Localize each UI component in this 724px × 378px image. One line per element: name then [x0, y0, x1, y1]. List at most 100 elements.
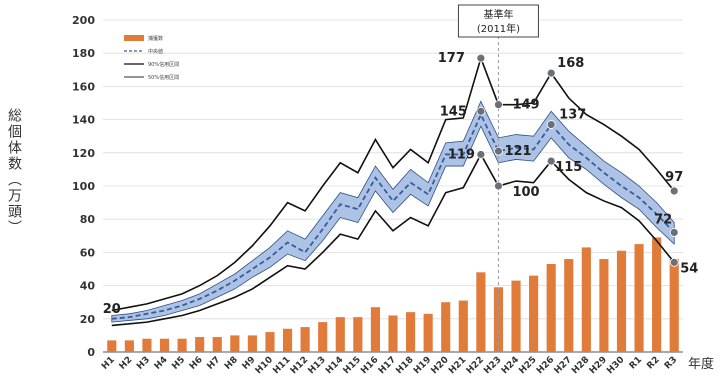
legend-label: 50%信用区間: [148, 74, 179, 81]
annotation-label: 121: [504, 144, 531, 159]
x-tick-label: H2: [118, 355, 135, 372]
y-tick-label: 100: [72, 180, 95, 193]
annotation-marker: [494, 146, 503, 156]
x-tick-label: H18: [394, 355, 415, 376]
x-tick-label: H8: [223, 355, 240, 372]
bar: [564, 259, 574, 352]
bar: [423, 313, 433, 352]
annotation-label: 72: [654, 212, 672, 227]
x-tick-label: H28: [570, 355, 591, 376]
bar: [511, 280, 521, 352]
bar: [335, 317, 345, 352]
x-tick-label: H29: [588, 355, 609, 376]
x-tick-label: H11: [271, 355, 292, 376]
y-tick-label: 80: [80, 213, 96, 226]
x-tick-label: R1: [628, 355, 644, 371]
annotation-label: 145: [440, 104, 467, 119]
bar: [212, 337, 222, 352]
annotation-label: 177: [438, 51, 465, 66]
ci90-upper-line: [111, 55, 675, 312]
bar: [107, 340, 117, 352]
bar: [652, 237, 662, 352]
x-axis-label: 年度: [688, 357, 715, 372]
annotation-label: 54: [680, 261, 698, 276]
x-tick-label: H21: [447, 355, 468, 376]
y-tick-label: 60: [80, 246, 96, 259]
reference-label-line1: 基準年: [483, 8, 513, 21]
bar: [476, 272, 486, 352]
x-tick-label: H15: [342, 355, 363, 376]
bar: [142, 338, 152, 352]
x-tick-label: H23: [482, 355, 503, 376]
reference-box: [457, 4, 539, 38]
legend-label: 捕獲数: [148, 35, 163, 42]
x-tick-label: H19: [412, 355, 433, 376]
x-tick-label: H13: [307, 355, 328, 376]
y-tick-label: 180: [72, 47, 95, 60]
annotation-marker: [494, 100, 503, 110]
bar: [247, 335, 257, 352]
bar: [300, 327, 310, 352]
bar: [581, 247, 591, 352]
bar: [406, 312, 416, 352]
x-tick-label: H4: [153, 355, 170, 372]
annotation-marker: [494, 181, 503, 191]
bar: [353, 317, 363, 352]
bar: [230, 335, 240, 352]
y-tick-label: 20: [80, 313, 96, 326]
bar: [669, 259, 679, 352]
ci50-band: [111, 100, 675, 323]
y-axis-label: 総個体数（万頭）: [6, 108, 22, 236]
y-tick-label: 140: [72, 114, 95, 127]
x-tick-label: H6: [188, 355, 205, 372]
bar: [177, 338, 187, 352]
y-tick-label: 120: [72, 147, 95, 160]
annotation-marker: [476, 53, 486, 63]
annotation-marker: [669, 228, 679, 237]
annotation-label: 119: [448, 147, 475, 162]
bar: [370, 307, 380, 352]
x-tick-label: R2: [645, 355, 661, 371]
x-tick-label: H20: [430, 355, 451, 376]
x-tick-label: R3: [663, 355, 679, 371]
annotation-marker: [669, 186, 679, 196]
annotation-marker: [546, 120, 556, 129]
x-tick-label: H24: [500, 355, 521, 376]
x-tick-label: H16: [359, 355, 380, 376]
bar: [388, 315, 398, 352]
annotation-marker: [546, 156, 556, 166]
bar: [318, 322, 328, 352]
reference-label-line2: (2011年): [477, 22, 520, 35]
annotation-marker: [476, 106, 486, 116]
legend-swatch: [124, 35, 144, 41]
x-tick-label: H10: [254, 355, 275, 376]
bar: [634, 244, 644, 352]
bar: [546, 264, 556, 352]
y-tick-label: 40: [80, 280, 96, 293]
bar: [195, 337, 205, 352]
bar: [529, 275, 539, 352]
x-tick-label: H30: [605, 355, 626, 376]
annotation-label: 137: [559, 108, 586, 123]
x-tick-label: H7: [206, 355, 223, 372]
x-tick-label: H12: [289, 355, 310, 376]
bar: [265, 332, 275, 352]
x-tick-label: H25: [517, 355, 538, 376]
median-line: [111, 112, 675, 320]
annotation-label: 97: [665, 170, 683, 185]
annotation-label: 20: [103, 302, 121, 317]
x-tick-label: H27: [553, 355, 574, 376]
annotation-label: 115: [555, 160, 582, 175]
annotation-marker: [476, 150, 486, 159]
annotation-label: 149: [512, 98, 539, 113]
y-tick-label: 160: [72, 80, 95, 93]
bar: [282, 328, 293, 352]
bar: [458, 300, 468, 352]
annotation-marker: [546, 68, 556, 78]
bar: [616, 250, 627, 352]
x-tick-label: H17: [377, 355, 398, 376]
legend-label: 中央値: [148, 48, 163, 55]
bar: [124, 340, 134, 352]
bar: [159, 338, 170, 352]
